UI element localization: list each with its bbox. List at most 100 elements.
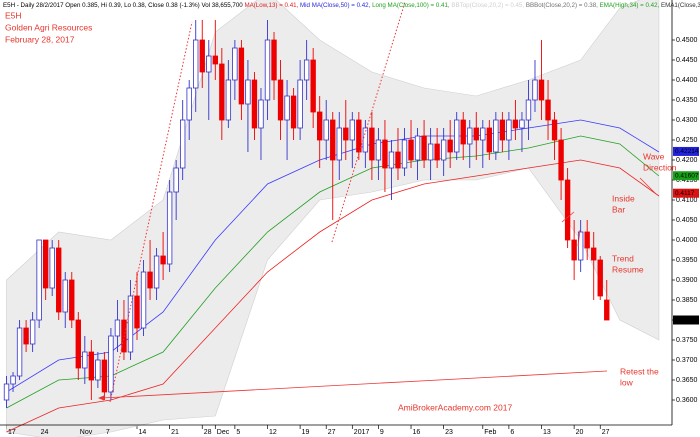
x-tick-label: Dec [217, 429, 230, 436]
x-tick-label: 12 [269, 429, 277, 436]
y-tick-label: 0.3850 [676, 297, 698, 304]
price-tag [673, 171, 699, 181]
arrow [577, 229, 581, 247]
y-tick-label: 0.3950 [676, 257, 698, 264]
y-tick-label: 0.4450 [676, 57, 698, 64]
candle-body [245, 79, 251, 105]
y-tick-label: 0.4500 [676, 37, 698, 44]
x-tick-label: 17 [8, 429, 16, 436]
y-tick-label: 0.4250 [676, 137, 698, 144]
arrow [561, 211, 575, 223]
arrow-head [98, 395, 104, 401]
candle-body [427, 143, 434, 161]
x-tick-label: 19 [302, 429, 310, 436]
x-tick-label: 16 [413, 429, 421, 436]
candle-body [10, 375, 16, 385]
candle-body [584, 231, 590, 249]
candle-body [95, 359, 101, 381]
candle-body [297, 79, 303, 129]
candle-body [140, 271, 147, 329]
x-tick-label: 5 [236, 429, 240, 436]
candle-body [532, 79, 538, 101]
candle-body [3, 383, 10, 401]
price-tag-label: 0.38 [675, 317, 688, 324]
candle-body [303, 59, 310, 81]
x-tick-label: 9 [380, 429, 384, 436]
watermark: AmiBrokerAcademy.com 2017 [398, 402, 512, 412]
x-tick-label: 7 [106, 429, 110, 436]
retest-line [101, 370, 608, 399]
y-tick-label: 0.3600 [676, 397, 698, 404]
annotation: Inside [612, 193, 635, 203]
candle-body [597, 259, 603, 297]
price-tag [673, 315, 699, 325]
x-tick-label: 23 [445, 429, 453, 436]
x-tick-label: 27 [602, 429, 610, 436]
candle-body [564, 179, 571, 241]
candle-body [166, 191, 173, 265]
x-tick-label: 27 [328, 429, 336, 436]
y-tick-label: 0.4350 [676, 97, 698, 104]
candle-body [499, 119, 506, 141]
candle-body [375, 139, 382, 161]
candle-body [179, 119, 186, 169]
candle-body [447, 139, 453, 153]
candle-body [551, 119, 558, 141]
candle-body [29, 319, 36, 345]
arrow [639, 177, 657, 195]
bollinger-band [6, 0, 660, 437]
candle-body [408, 139, 414, 161]
annotation: Retest the [620, 366, 659, 376]
candle-body [160, 255, 166, 265]
candle-body [493, 119, 499, 153]
candle-body [16, 327, 23, 377]
candle-body [317, 111, 323, 141]
annotation: Direction [643, 162, 677, 172]
candle-body [173, 167, 179, 193]
candle-body [114, 319, 121, 337]
candle-body [369, 127, 375, 161]
candle-body [538, 79, 545, 101]
candle-body [414, 135, 421, 161]
x-tick-label: 14 [139, 429, 147, 436]
candle-body [362, 127, 369, 153]
candle-body [421, 135, 427, 161]
candle-body [134, 295, 140, 329]
candle-body [49, 247, 55, 289]
x-tick-label: 6 [510, 429, 514, 436]
price-tag-label: 0.4117 [675, 190, 695, 197]
candle-body [290, 95, 297, 129]
candle-body [382, 139, 388, 169]
candle-body [264, 39, 271, 101]
candle-body [88, 351, 95, 381]
candle-body [323, 119, 329, 141]
candle-body [212, 55, 218, 65]
x-tick-label: 24 [41, 429, 49, 436]
candle-body [545, 99, 551, 121]
candle-body [251, 79, 258, 129]
candle-body [69, 279, 75, 321]
candle-body [193, 39, 199, 89]
annotation: Trend [612, 253, 634, 263]
x-tick-label: 20 [576, 429, 584, 436]
x-tick-label: 2017 [354, 429, 370, 436]
y-tick-label: 0.3700 [676, 357, 698, 364]
header-part: Long MA(Close,100) = 0.41, [372, 2, 451, 9]
candle-body [356, 119, 362, 153]
candle-body [349, 119, 355, 141]
y-tick-label: 0.4400 [676, 77, 698, 84]
candle-body [486, 127, 493, 153]
candle-body [591, 247, 597, 261]
y-tick-label: 0.3650 [676, 377, 698, 384]
candle-body [512, 119, 519, 129]
candle-body [101, 359, 108, 393]
candle-body [473, 127, 479, 141]
y-tick-label: 0.4200 [676, 157, 698, 164]
y-tick-label: 0.3750 [676, 337, 698, 344]
candle-body [23, 327, 29, 345]
y-tick-label: 0.4100 [676, 197, 698, 204]
x-tick-label: 13 [543, 429, 551, 436]
candle-body [467, 127, 473, 145]
y-tick-label: 0.3900 [676, 277, 698, 284]
candle-body [271, 39, 277, 81]
